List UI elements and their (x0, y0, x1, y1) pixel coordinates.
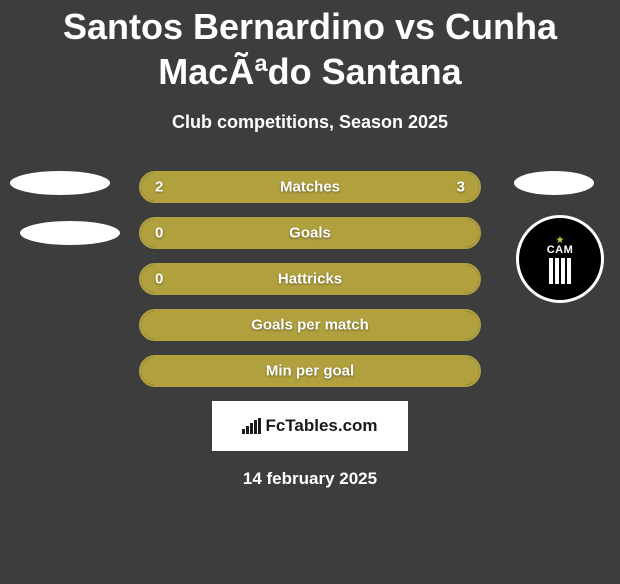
club-badge-stripes (549, 258, 571, 284)
stat-bar: Goals per match (139, 309, 481, 341)
club-badge-text: CAM (547, 244, 574, 256)
player-left-badge-2 (20, 221, 120, 245)
brand-logo: FcTables.com (212, 401, 408, 451)
player-right-badge-1 (514, 171, 594, 195)
stat-bar: Hattricks 0 (139, 263, 481, 295)
stat-label: Goals per match (251, 317, 369, 334)
player-right-club-badge: ★ CAM (516, 215, 604, 303)
stat-label: Hattricks (278, 271, 342, 288)
footer-date: 14 february 2025 (0, 469, 620, 489)
player-left-badge-1 (10, 171, 110, 195)
stat-row: Min per goal (0, 355, 620, 387)
stat-bar: Min per goal (139, 355, 481, 387)
stat-value-right: 3 (457, 179, 465, 196)
stat-label: Matches (280, 179, 340, 196)
stat-bar: Goals 0 (139, 217, 481, 249)
page-title: Santos Bernardino vs Cunha MacÃªdo Santa… (0, 4, 620, 94)
brand-text: FcTables.com (265, 416, 377, 436)
stat-label: Min per goal (266, 363, 354, 380)
stat-value-left: 0 (155, 225, 163, 242)
comparison-content: ★ CAM Matches 2 3 Goals 0 Hattricks 0 Goals per… (0, 171, 620, 489)
stat-bar: Matches 2 3 (139, 171, 481, 203)
chart-icon (242, 418, 261, 434)
stat-value-left: 0 (155, 271, 163, 288)
stat-label: Goals (289, 225, 331, 242)
stat-value-left: 2 (155, 179, 163, 196)
page-subtitle: Club competitions, Season 2025 (0, 112, 620, 133)
stat-row: Goals per match (0, 309, 620, 341)
